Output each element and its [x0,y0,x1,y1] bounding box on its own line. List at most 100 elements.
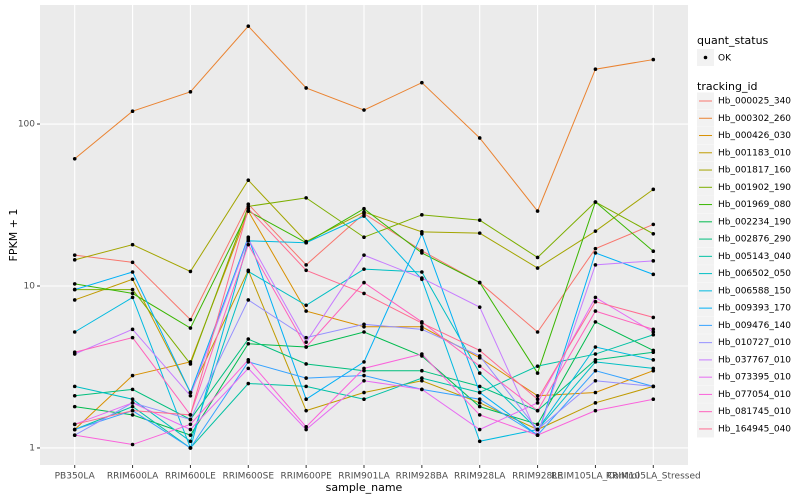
point [72,258,77,262]
point [188,393,193,398]
point [246,178,251,182]
point [593,263,598,267]
point [130,291,135,296]
point [420,251,424,255]
point [477,364,482,368]
point [188,439,193,444]
point [593,67,598,71]
point [130,408,135,413]
point [593,401,598,405]
point [420,80,424,85]
point [246,298,251,302]
point [188,390,193,395]
point [188,433,193,437]
point [130,442,135,447]
point [477,413,482,417]
point [188,326,193,330]
point [535,371,540,375]
point [246,24,251,28]
point [651,327,656,332]
point [130,260,135,265]
point [72,427,77,432]
point [362,214,366,218]
point [477,280,482,285]
point [651,315,656,320]
legend-label: Hb_005143_040 [718,252,791,262]
point [188,317,193,322]
point [420,213,424,217]
point [477,305,482,309]
legend-label: Hb_009476_140 [718,321,791,331]
point [535,364,540,368]
legend-label: OK [718,54,732,64]
point [72,433,77,437]
legend-title: quant_status [697,34,769,47]
point [651,332,656,337]
point [477,404,482,409]
point [362,291,366,296]
point [535,422,540,427]
y-tick-label: 10 [24,281,36,291]
y-axis-label: FPKM + 1 [7,209,20,262]
legend-label: Hb_081745_010 [718,407,791,417]
point [420,376,424,380]
point [246,237,251,241]
point [304,362,308,366]
point [130,287,135,292]
point [593,299,598,304]
legend-label: Hb_009393_170 [718,304,791,314]
point [651,57,656,62]
point [651,232,656,236]
point [477,384,482,389]
point [535,393,540,398]
point [72,384,77,389]
point [304,303,308,308]
point [477,136,482,140]
x-tick-label: RRIM600PE [281,472,333,482]
point [477,354,482,358]
point [651,358,656,362]
point [304,335,308,340]
point [477,231,482,235]
point [246,358,251,362]
point [72,393,77,398]
point [304,425,308,429]
point [477,218,482,222]
legend-label: Hb_037767_010 [718,355,791,365]
point [72,298,77,302]
point [130,413,135,417]
point [72,282,77,286]
point [362,378,366,383]
point [420,352,424,356]
point [651,259,656,263]
point [651,272,656,277]
point [362,235,366,240]
legend-label: Hb_001969_080 [718,200,791,210]
point [362,390,366,395]
point [362,360,366,364]
point [420,368,424,373]
point [72,287,77,292]
point [593,360,598,364]
point [420,327,424,332]
point [304,263,308,267]
point [304,397,308,402]
x-tick-label: RRIM901LA [338,472,390,482]
point [246,242,251,247]
point [420,270,424,274]
point [72,422,77,427]
legend-label: Hb_000426_030 [718,131,791,141]
point [593,352,598,356]
legend-point [703,55,708,60]
point [362,280,366,285]
point [246,366,251,371]
point [304,427,308,432]
point [72,404,77,409]
point [477,348,482,353]
point [130,277,135,282]
point [477,439,482,444]
point [130,270,135,274]
legend-label: Hb_077054_010 [718,390,791,400]
point [362,322,366,327]
point [535,209,540,213]
